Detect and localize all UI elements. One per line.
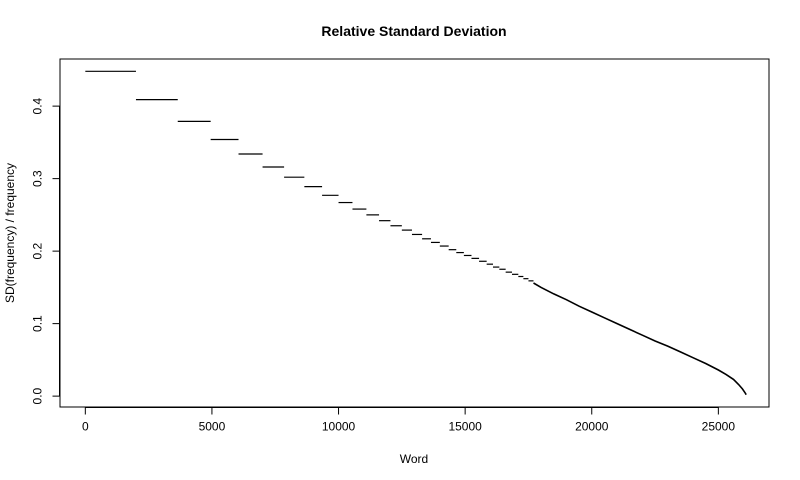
x-tick-label: 5000 — [199, 420, 226, 434]
x-tick-label: 0 — [82, 420, 89, 434]
x-tick-label: 20000 — [575, 420, 609, 434]
chart-title: Relative Standard Deviation — [321, 23, 506, 39]
data-series — [85, 70, 747, 396]
y-tick-label: 0.3 — [31, 170, 45, 187]
x-axis: 0 5000 10000 15000 20000 25000 — [82, 407, 736, 434]
y-axis: 0.0 0.1 0.2 0.3 0.4 — [31, 97, 60, 404]
y-tick-label: 0.2 — [31, 242, 45, 259]
y-tick-label: 0.0 — [31, 387, 45, 404]
y-axis-label: SD(frequency) / frequency — [3, 163, 17, 303]
x-tick-label: 25000 — [702, 420, 736, 434]
x-axis-label: Word — [400, 452, 428, 466]
plot-frame — [59, 58, 770, 408]
y-tick-label: 0.1 — [31, 315, 45, 332]
series-curve — [533, 282, 747, 396]
x-tick-label: 10000 — [322, 420, 356, 434]
y-tick-label: 0.4 — [31, 97, 45, 114]
x-tick-label: 15000 — [448, 420, 482, 434]
